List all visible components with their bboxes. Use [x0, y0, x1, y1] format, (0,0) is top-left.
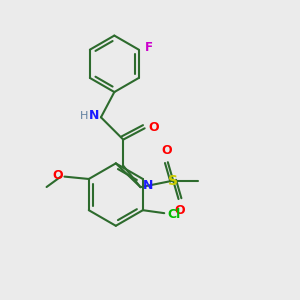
Text: O: O — [161, 144, 172, 157]
Text: F: F — [145, 41, 153, 54]
Text: O: O — [175, 204, 185, 218]
Text: N: N — [143, 179, 153, 193]
Text: N: N — [89, 109, 100, 122]
Text: S: S — [168, 174, 178, 188]
Text: H: H — [80, 111, 88, 121]
Text: Cl: Cl — [168, 208, 181, 221]
Text: O: O — [148, 121, 159, 134]
Text: O: O — [52, 169, 63, 182]
